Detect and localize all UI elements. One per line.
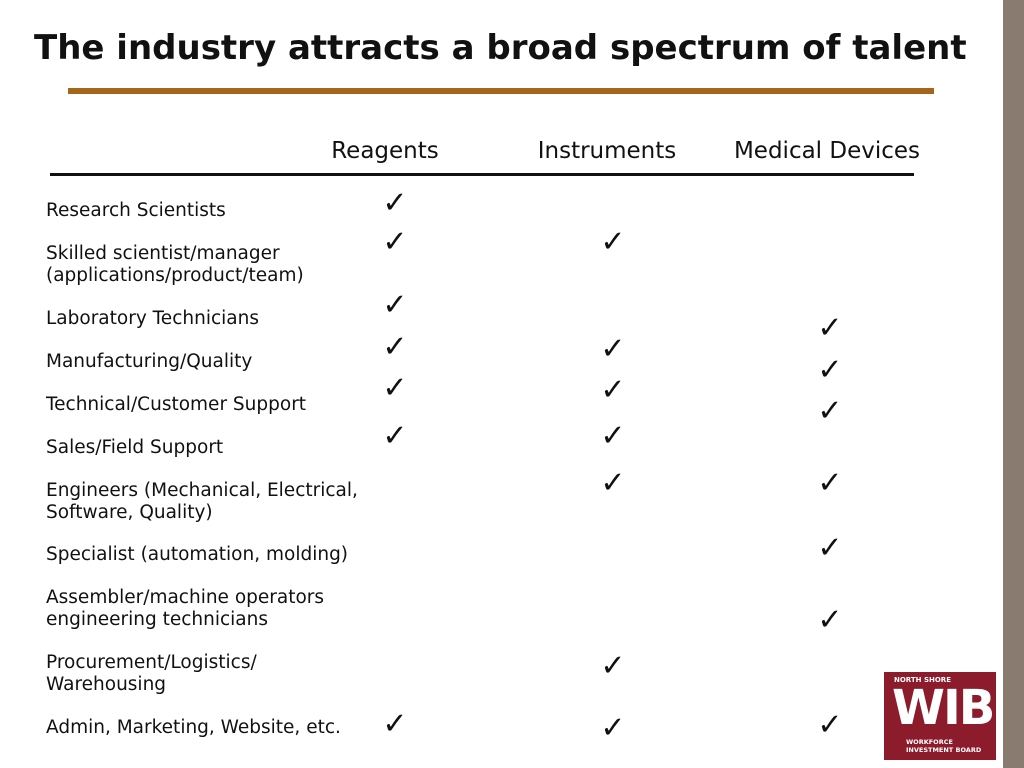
- logo-main: WIB: [892, 680, 995, 736]
- row-label: Laboratory Technicians: [46, 308, 259, 329]
- check-mark: ✓: [817, 465, 843, 501]
- check-mark: ✓: [600, 648, 626, 684]
- check-mark: ✓: [600, 224, 626, 260]
- header-rule: [50, 173, 914, 176]
- column-header: Medical Devices: [733, 138, 921, 164]
- row-label: engineering technicians: [46, 609, 268, 630]
- column-header: Reagents: [331, 138, 439, 164]
- row-label: Assembler/machine operators: [46, 587, 325, 608]
- check-mark: ✓: [382, 418, 408, 454]
- logo-bottom: WORKFORCE: [906, 738, 953, 746]
- slide-title: The industry attracts a broad spectrum o…: [34, 28, 967, 68]
- row-label: Research Scientists: [46, 200, 226, 221]
- row-label: Sales/Field Support: [46, 437, 224, 458]
- check-mark: ✓: [382, 224, 408, 260]
- check-mark: ✓: [817, 530, 843, 566]
- check-mark: ✓: [600, 372, 626, 408]
- check-mark: ✓: [600, 418, 626, 454]
- row-label: Software, Quality): [46, 502, 213, 523]
- check-mark: ✓: [382, 706, 408, 742]
- check-mark: ✓: [817, 602, 843, 638]
- check-mark: ✓: [817, 707, 843, 743]
- check-mark: ✓: [817, 352, 843, 388]
- row-label: Specialist (automation, molding): [46, 544, 349, 565]
- check-mark: ✓: [382, 185, 408, 221]
- row-label: Manufacturing/Quality: [46, 351, 253, 372]
- row-label: Admin, Marketing, Website, etc.: [46, 717, 341, 738]
- row-label: Engineers (Mechanical, Electrical,: [46, 480, 358, 501]
- check-mark: ✓: [817, 393, 843, 429]
- check-mark: ✓: [382, 329, 408, 365]
- title-rule: [68, 88, 934, 94]
- row-label: Skilled scientist/manager: [46, 243, 280, 264]
- row-label: Procurement/Logistics/: [46, 652, 257, 673]
- check-mark: ✓: [382, 287, 408, 323]
- check-mark: ✓: [600, 465, 626, 501]
- check-mark: ✓: [600, 331, 626, 367]
- logo: NORTH SHORE WIB WORKFORCE INVESTMENT BOA…: [884, 672, 996, 760]
- check-mark: ✓: [600, 710, 626, 746]
- logo-bottom: INVESTMENT BOARD: [906, 746, 982, 754]
- check-mark: ✓: [382, 370, 408, 406]
- row-label: Warehousing: [46, 674, 167, 695]
- check-mark: ✓: [817, 310, 843, 346]
- row-label: (applications/product/team): [46, 265, 304, 286]
- side-bar: [1003, 0, 1024, 768]
- column-header: Instruments: [537, 138, 677, 164]
- row-label: Technical/Customer Support: [46, 394, 307, 415]
- logo-top: NORTH SHORE: [894, 676, 951, 684]
